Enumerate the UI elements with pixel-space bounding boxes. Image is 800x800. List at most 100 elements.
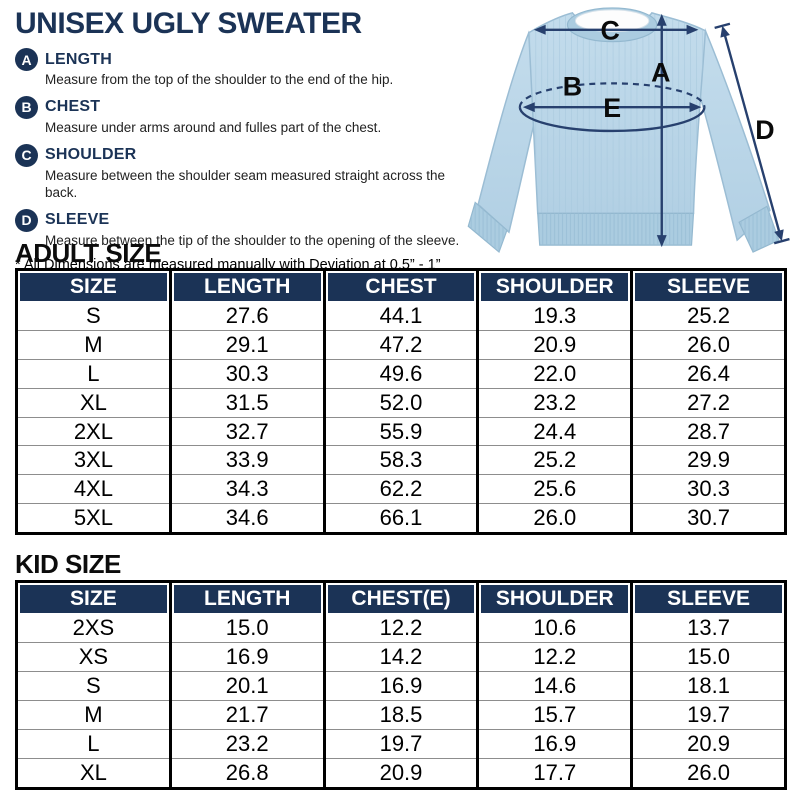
measurement-value-cell: 26.4 (630, 359, 786, 389)
measurement-value-cell: 29.9 (630, 445, 786, 475)
measurement-value-cell: 26.8 (168, 758, 325, 789)
size-label-cell: 2XL (16, 416, 171, 446)
adult-size-heading: ADULT SIZE (15, 238, 162, 268)
measurement-description-length: Measure from the top of the shoulder to … (45, 72, 394, 87)
size-label-cell: 2XS (72, 615, 115, 641)
measurement-name-sleeve: SLEEVE (45, 211, 110, 228)
size-label-cell: S (16, 671, 171, 701)
column-header: CHEST (322, 269, 478, 303)
measurement-value-cell: 34.3 (168, 474, 325, 504)
shoulder-dimension-arrow (533, 24, 699, 35)
measurement-value-cell: 20.9 (476, 330, 632, 360)
measurement-value-cell: 27.2 (630, 387, 786, 418)
table-row: XS 16.9 14.2 12.2 15.0 (16, 642, 786, 672)
table-row: 5XL 34.6 66.1 26.0 30.7 (16, 503, 786, 534)
measurement-value-cell: 18.5 (322, 700, 478, 730)
measurement-head: B CHEST (15, 95, 465, 119)
measurement-value-cell: 52.0 (322, 387, 478, 418)
table-row: 4XL 34.3 62.2 25.6 30.3 (16, 474, 786, 504)
sweater-sleeves (467, 27, 780, 254)
adult-table-header-row: SIZE LENGTH CHEST SHOULDER SLEEVE (16, 269, 786, 303)
table-row: XL 26.8 20.9 17.7 26.0 (16, 758, 786, 789)
sleeve-dimension-arrow (714, 22, 790, 245)
diagram-label-e: E (603, 93, 621, 123)
measurement-value-cell: 22.0 (476, 359, 632, 389)
letter-a-badge: A (15, 48, 38, 71)
measurement-value-cell: 27.6 (168, 302, 325, 331)
measurement-value-cell: 26.0 (630, 330, 786, 360)
measurement-value-cell: 14.2 (322, 642, 478, 672)
measurement-value-cell: 16.9 (322, 671, 478, 701)
measurement-value-cell: 18.1 (630, 671, 786, 701)
column-header: SLEEVE (630, 269, 786, 303)
intro-section: UNISEX UGLY SWEATER A LENGTH Measure fro… (15, 7, 465, 273)
measurement-value-cell: 21.7 (168, 700, 325, 730)
measurement-value-cell: 26.0 (630, 758, 786, 789)
measurement-name-chest: CHEST (45, 98, 101, 116)
measurement-value-cell: 58.3 (322, 445, 478, 475)
table-row: L 23.2 19.7 16.9 20.9 (16, 729, 786, 759)
measurement-item-shoulder: C SHOULDER Measure between the shoulder … (15, 143, 465, 202)
column-header: SHOULDER (476, 581, 632, 615)
measurement-value-cell: 33.9 (168, 445, 325, 475)
measurement-value-cell: 19.7 (322, 729, 478, 759)
diagram-label-a: A (651, 57, 670, 87)
measurement-value-cell: 24.4 (476, 416, 632, 446)
size-label-cell: XL (16, 387, 171, 418)
measurement-value-cell: 30.3 (168, 359, 325, 389)
measurement-description-shoulder: Measure between the shoulder seam measur… (45, 167, 445, 200)
measurement-item-length: A LENGTH Measure from the top of the sho… (15, 48, 465, 89)
measurement-value-cell: 10.6 (476, 614, 632, 643)
measurement-value-cell: 15.0 (630, 642, 786, 672)
measurement-value-cell: 20.1 (168, 671, 325, 701)
measurement-value-cell: 15.0 (168, 614, 325, 643)
measurement-value-cell: 14.6 (476, 671, 632, 701)
table-row: XL 31.5 52.0 23.2 27.2 (16, 387, 786, 418)
measurement-value-cell: 16.9 (476, 729, 632, 759)
measurement-value-cell: 47.2 (322, 330, 478, 360)
measurement-value-cell: 12.2 (476, 642, 632, 672)
kid-table-body: 2XS 15.0 12.2 10.6 13.7 XS 16.9 14.2 12.2 15.0 S 20… (16, 614, 786, 789)
size-label-cell: L (16, 729, 171, 759)
column-header: SHOULDER (476, 269, 632, 303)
chest-width-dimension-arrow (522, 102, 702, 113)
size-label-cell: 5XL (16, 503, 171, 534)
measurement-value-cell: 23.2 (168, 729, 325, 759)
measurement-value-cell: 19.3 (476, 302, 632, 331)
table-row: 2XS 15.0 12.2 10.6 13.7 (17, 614, 786, 643)
column-header: SIZE (16, 269, 171, 303)
measurement-value-cell: 28.7 (630, 416, 786, 446)
table-row: S 20.1 16.9 14.6 18.1 (16, 671, 786, 701)
measurement-value-cell: 31.5 (168, 387, 325, 418)
size-label-cell: 4XL (16, 474, 171, 504)
column-header: SIZE (16, 581, 171, 615)
measurement-head: D SLEEVE (15, 208, 465, 232)
sweater-diagram: C A B E D (460, 0, 800, 258)
measurement-value-cell: 15.7 (476, 700, 632, 730)
measurement-value-cell: 29.1 (168, 330, 325, 360)
size-label-cell: XS (16, 642, 171, 672)
table-row: S 27.6 44.1 19.3 25.2 (17, 302, 786, 331)
measurement-item-chest: B CHEST Measure under arms around and fu… (15, 95, 465, 137)
letter-b-badge: B (15, 95, 38, 119)
measurement-head: C SHOULDER (15, 143, 465, 167)
measurement-value-cell: 66.1 (322, 503, 478, 534)
measurement-value-cell: 20.9 (630, 729, 786, 759)
table-row: L 30.3 49.6 22.0 26.4 (16, 359, 786, 389)
measurement-value-cell: 19.7 (630, 700, 786, 730)
diagram-label-d: D (755, 115, 774, 145)
diagram-label-b: B (563, 71, 582, 101)
adult-size-table: SIZE LENGTH CHEST SHOULDER SLEEVE S 27.6 44.1 1… (15, 268, 787, 535)
letter-c-badge: C (15, 143, 38, 167)
length-dimension-arrow (656, 13, 667, 248)
size-label-cell: M (16, 330, 171, 360)
letter-d-badge: D (15, 208, 38, 232)
measurement-value-cell: 44.1 (322, 302, 478, 331)
measurement-value-cell: 13.7 (630, 614, 786, 643)
measurement-value-cell: 25.2 (476, 445, 632, 475)
chest-ellipse (518, 82, 706, 133)
measurement-name-shoulder: SHOULDER (45, 146, 137, 164)
adult-table-body: S 27.6 44.1 19.3 25.2 M 29.1 47.2 20.9 26.0 L 30.3 4… (16, 302, 786, 534)
measurement-value-cell: 49.6 (322, 359, 478, 389)
measurement-value-cell: 16.9 (168, 642, 325, 672)
